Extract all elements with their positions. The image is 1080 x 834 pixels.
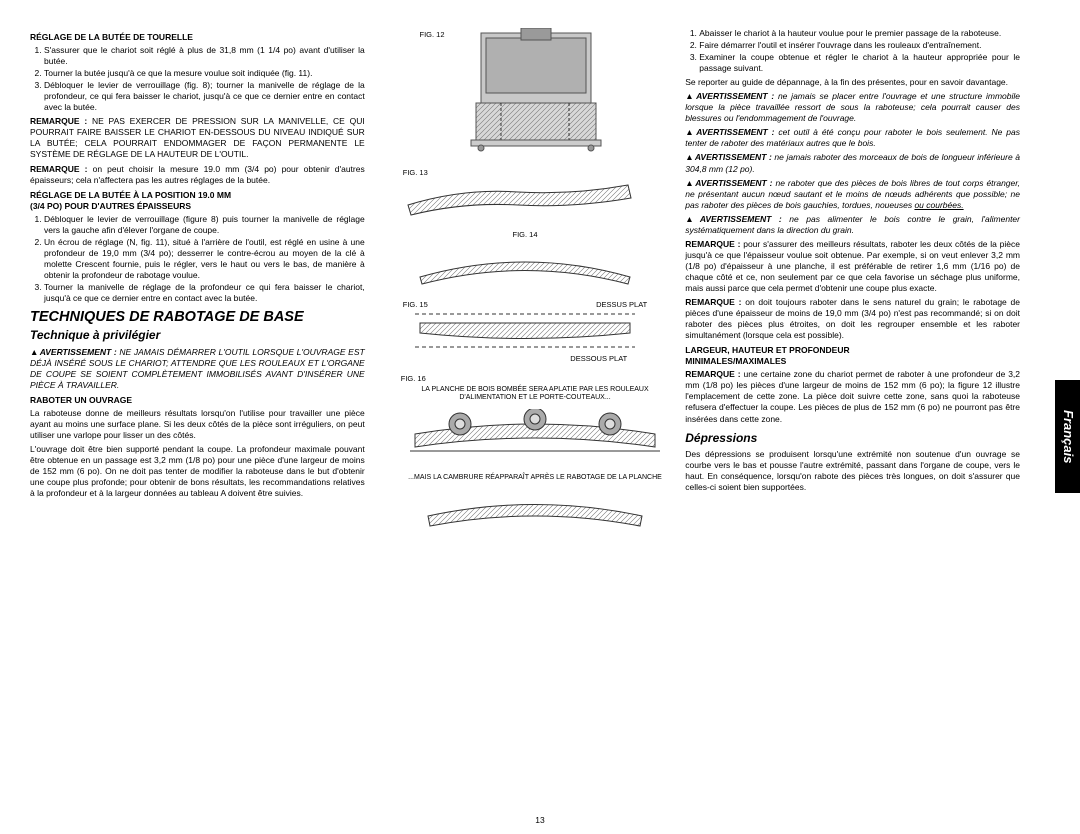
remark-label: REMARQUE : (685, 297, 741, 307)
fig13-label: FIG. 13 (403, 168, 633, 178)
fig16-illustration-a (405, 409, 665, 464)
para-raboter-2: L'ouvrage doit être bien supporté pendan… (30, 444, 365, 499)
heading-dim-a: LARGEUR, HAUTEUR ET PROFONDEUR (685, 345, 1020, 356)
list-item: Un écrou de réglage (N, fig. 11), situé … (44, 237, 365, 281)
fig14-label: FIG. 14 (410, 230, 640, 240)
warning-start: ▲AVERTISSEMENT : NE JAMAIS DÉMARRER L'OU… (30, 347, 365, 391)
warning-icon: ▲ (685, 91, 695, 101)
fig16-illustration-b (420, 488, 650, 533)
heading-raboter: RABOTER UN OUVRAGE (30, 395, 365, 406)
remark-3a: REMARQUE : pour s'assurer des meilleurs … (685, 239, 1020, 294)
fig14-illustration (410, 242, 640, 292)
fig15-illustration (410, 309, 640, 354)
column-right: Abaisser le chariot à la hauteur voulue … (685, 28, 1020, 541)
warning-icon: ▲ (685, 127, 695, 137)
warning-icon: ▲ (30, 347, 39, 357)
warning-2: ▲AVERTISSEMENT : cet outil à été conçu p… (685, 127, 1020, 149)
remark-3b: REMARQUE : on doit toujours raboter dans… (685, 297, 1020, 341)
subheading-depressions: Dépressions (685, 431, 1020, 447)
fig15-label: FIG. 15 (403, 300, 428, 310)
para-depressions: Des dépressions se produisent lorsqu'une… (685, 449, 1020, 493)
remark-label: REMARQUE : (685, 239, 740, 249)
para-depannage: Se reporter au guide de dépannage, à la … (685, 77, 1020, 88)
heading-dim-b: MINIMALES/MAXIMALES (685, 356, 1020, 367)
list-turret-steps: S'assurer que le chariot soit réglé à pl… (30, 45, 365, 113)
figure-15: FIG. 15 DESSUS PLAT DESSOUS PLAT (383, 300, 668, 365)
subheading-technique: Technique à privilégier (30, 328, 365, 344)
remark-label: REMARQUE : (30, 164, 88, 174)
page-columns: RÉGLAGE DE LA BUTÉE DE TOURELLE S'assure… (30, 28, 1020, 541)
para-raboter-1: La raboteuse donne de meilleurs résultat… (30, 408, 365, 441)
language-tab: Français (1055, 380, 1080, 493)
column-middle: FIG. 12 (383, 28, 668, 541)
section-techniques: TECHNIQUES DE RABOTAGE DE BASE (30, 310, 365, 326)
list-item: Débloquer le levier de verrouillage (fig… (44, 80, 365, 113)
warning-3: ▲AVERTISSEMENT : ne jamais raboter des m… (685, 152, 1020, 174)
heading-19mm-b: (3/4 PO) POUR D'AUTRES ÉPAISSEURS (30, 201, 365, 212)
warning-5: ▲AVERTISSEMENT : ne pas alimenter le boi… (685, 214, 1020, 236)
list-19mm-steps: Débloquer le levier de verrouillage (fig… (30, 214, 365, 304)
fig12-label: FIG. 12 (419, 30, 444, 40)
list-item: S'assurer que le chariot soit réglé à pl… (44, 45, 365, 67)
list-item: Examiner la coupe obtenue et régler le c… (699, 52, 1020, 74)
list-steps-right: Abaisser le chariot à la hauteur voulue … (685, 28, 1020, 74)
figure-14: FIG. 14 (410, 228, 640, 292)
fig16-caption-a: LA PLANCHE DE BOIS BOMBÉE SERA APLATIE P… (393, 386, 678, 403)
warning-4: ▲AVERTISSEMENT : ne raboter que des pièc… (685, 178, 1020, 211)
list-item: Faire démarrer l'outil et insérer l'ouvr… (699, 40, 1020, 51)
heading-turret-stop: RÉGLAGE DE LA BUTÉE DE TOURELLE (30, 32, 365, 43)
fig16-caption-b: ...MAIS LA CAMBRURE RÉAPPARAÎT APRÈS LE … (393, 474, 678, 482)
warning-icon: ▲ (685, 214, 699, 224)
remark-label: REMARQUE : (30, 116, 87, 126)
remark-3c: REMARQUE : une certaine zone du chariot … (685, 369, 1020, 424)
list-item: Tourner la manivelle de réglage de la pr… (44, 282, 365, 304)
warning-icon: ▲ (685, 178, 694, 188)
figure-16: FIG. 16 LA PLANCHE DE BOIS BOMBÉE SERA A… (393, 372, 678, 533)
remark-1: REMARQUE : NE PAS EXERCER DE PRESSION SU… (30, 116, 365, 160)
fig16-label: FIG. 16 (401, 374, 678, 384)
remark-label: REMARQUE : (685, 369, 740, 379)
fig15-dessus: DESSUS PLAT (596, 300, 647, 310)
figure-13: FIG. 13 (403, 166, 633, 220)
heading-19mm-a: RÉGLAGE DE LA BUTÉE À LA POSITION 19.0 M… (30, 190, 365, 201)
remark-2: REMARQUE : on peut choisir la mesure 19.… (30, 164, 365, 186)
warning-1: ▲AVERTISSEMENT : ne jamais se placer ent… (685, 91, 1020, 124)
list-item: Abaisser le chariot à la hauteur voulue … (699, 28, 1020, 39)
fig12-illustration (451, 28, 631, 158)
fig13-illustration (403, 180, 633, 220)
fig15-dessous: DESSOUS PLAT (570, 354, 627, 364)
page-number: 13 (535, 815, 544, 826)
warning-icon: ▲ (685, 152, 694, 162)
list-item: Tourner la butée jusqu'à ce que la mesur… (44, 68, 365, 79)
list-item: Débloquer le levier de verrouillage (fig… (44, 214, 365, 236)
column-left: RÉGLAGE DE LA BUTÉE DE TOURELLE S'assure… (30, 28, 365, 541)
figure-12: FIG. 12 (419, 28, 630, 158)
